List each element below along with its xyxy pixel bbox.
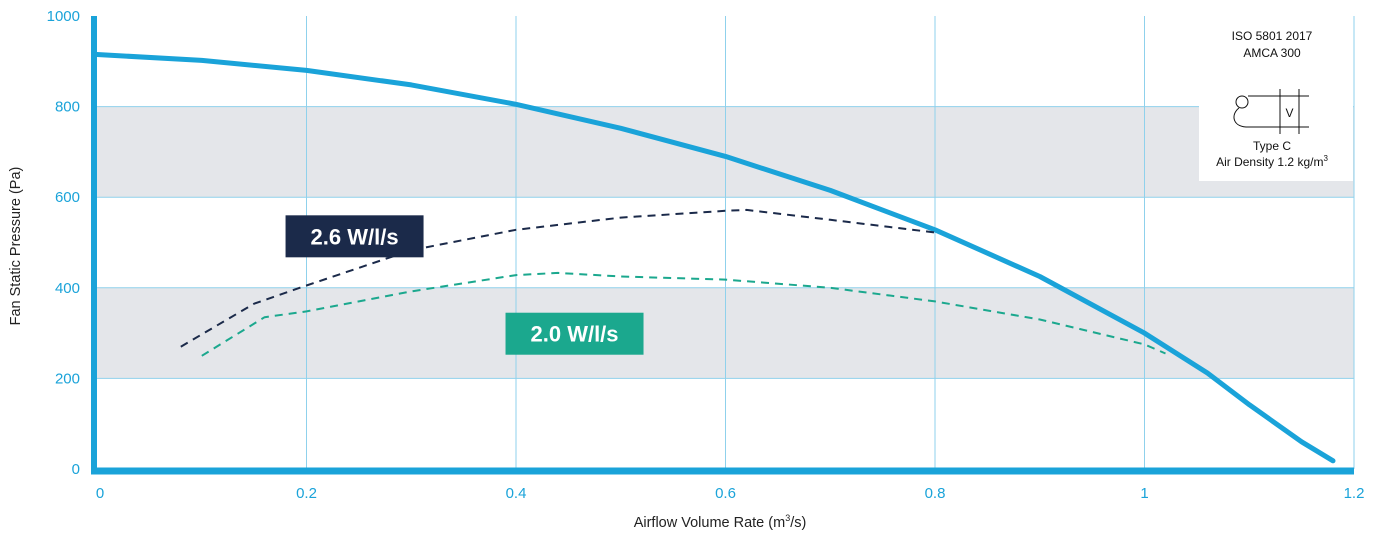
x-tick-label: 0.6 xyxy=(715,485,736,502)
annotation-badge-label: 2.6 W/l/s xyxy=(311,224,399,249)
certification-box: ISO 5801 2017 AMCA 300 V Type C Air Dens… xyxy=(1199,22,1353,181)
y-tick-label: 400 xyxy=(55,280,80,297)
annotation-badge-1: 2.0 W/l/s xyxy=(505,312,644,355)
annotation-badge-bg xyxy=(505,312,644,355)
y-tick-label: 0 xyxy=(72,461,80,478)
x-tick-label: 1.2 xyxy=(1344,485,1365,502)
y-axis-title: Fan Static Pressure (Pa) xyxy=(8,167,24,326)
annotation-badge-bg xyxy=(285,215,424,258)
series-group xyxy=(94,52,1336,464)
x-tick-label: 0 xyxy=(96,485,104,502)
y-tick-label: 600 xyxy=(55,189,80,206)
cert-air-density-sup: 3 xyxy=(1323,154,1328,163)
gridlines xyxy=(97,16,1355,469)
y-tick-label: 200 xyxy=(55,370,80,387)
x-axis-title: Airflow Volume Rate (m3/s) xyxy=(634,513,807,531)
cert-air-density-main: Air Density 1.2 kg/m xyxy=(1216,155,1323,169)
x-axis-title-tail: /s) xyxy=(790,515,806,531)
series-line-1 xyxy=(180,208,936,348)
y-tick-label: 1000 xyxy=(47,8,80,25)
cert-air-density: Air Density 1.2 kg/m3 xyxy=(1216,154,1328,169)
fan-type-symbol-icon xyxy=(1233,89,1309,134)
tick-labels: 0 200 400 600 800 1000 0 0.2 0.4 0.6 0.8 1 1.2 xyxy=(47,8,1365,502)
annotation-badge-0: 2.6 W/l/s xyxy=(285,215,424,258)
x-axis-title-main: Airflow Volume Rate (m xyxy=(634,515,786,531)
y-tick-label: 800 xyxy=(55,99,80,116)
x-tick-label: 0.2 xyxy=(296,485,317,502)
annotation-badge-label: 2.0 W/l/s xyxy=(531,322,619,347)
x-tick-label: 0.8 xyxy=(925,485,946,502)
series-line-0 xyxy=(94,52,1336,464)
annotation-badges: 2.6 W/l/s 2.0 W/l/s xyxy=(285,215,644,355)
series-line-2 xyxy=(201,271,1166,357)
cert-type: Type C xyxy=(1253,139,1291,153)
cert-symbol-letter: V xyxy=(1285,106,1293,120)
x-tick-label: 0.4 xyxy=(506,485,527,502)
x-tick-label: 1 xyxy=(1140,485,1148,502)
x-axis-title-sup: 3 xyxy=(785,513,790,523)
cert-amca: AMCA 300 xyxy=(1243,46,1301,60)
cert-standard: ISO 5801 2017 xyxy=(1232,29,1313,43)
certification-panel xyxy=(1199,22,1353,181)
